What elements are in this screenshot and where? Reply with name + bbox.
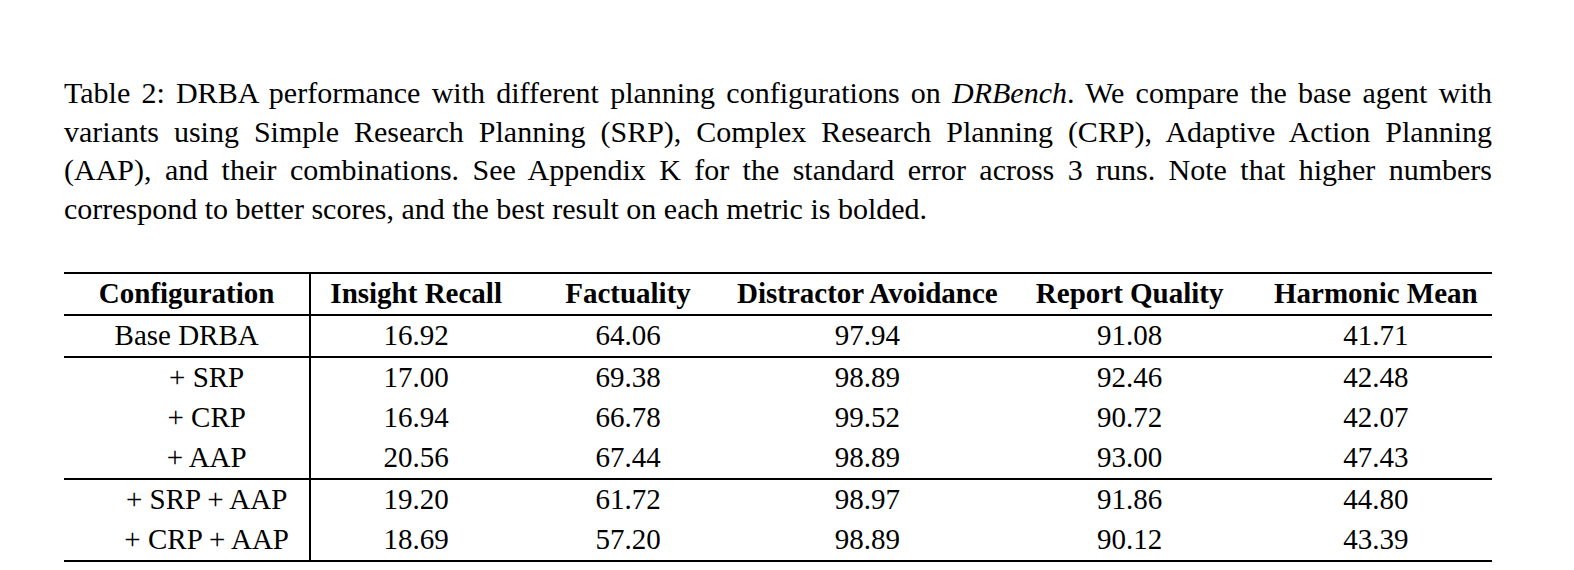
column-header-configuration: Configuration bbox=[64, 273, 310, 315]
value-cell-best: 93.00 bbox=[1000, 438, 1260, 479]
table-row-crp-aap: + CRP + AAP 18.69 57.20 98.89 90.12 43.3… bbox=[64, 520, 1492, 561]
paper-page: Table 2: DRBA performance with different… bbox=[0, 0, 1574, 570]
value-cell-best: 47.43 bbox=[1260, 438, 1492, 479]
table-caption: Table 2: DRBA performance with different… bbox=[64, 74, 1492, 228]
value-cell: 66.78 bbox=[521, 398, 735, 438]
config-cell: Base DRBA bbox=[64, 315, 310, 357]
value-cell: 61.72 bbox=[521, 479, 735, 520]
value-cell: 57.20 bbox=[521, 520, 735, 561]
value-cell: 43.39 bbox=[1260, 520, 1492, 561]
value-cell: 98.89 bbox=[735, 357, 1000, 398]
value-cell: 17.00 bbox=[310, 357, 521, 398]
column-header-distractor-avoidance: Distractor Avoidance bbox=[735, 273, 1000, 315]
config-cell: + SRP bbox=[64, 357, 310, 398]
value-cell: 42.07 bbox=[1260, 398, 1492, 438]
value-cell: 98.89 bbox=[735, 520, 1000, 561]
column-header-harmonic-mean: Harmonic Mean bbox=[1260, 273, 1492, 315]
value-cell: 90.72 bbox=[1000, 398, 1260, 438]
value-cell: 91.08 bbox=[1000, 315, 1260, 357]
value-cell-best: 99.52 bbox=[735, 398, 1000, 438]
value-cell: 18.69 bbox=[310, 520, 521, 561]
value-cell: 16.92 bbox=[310, 315, 521, 357]
value-cell: 91.86 bbox=[1000, 479, 1260, 520]
value-cell-best: 20.56 bbox=[310, 438, 521, 479]
value-cell: 90.12 bbox=[1000, 520, 1260, 561]
caption-text-before-italic: Table 2: DRBA performance with different… bbox=[64, 76, 952, 109]
table-header: Configuration Insight Recall Factuality … bbox=[64, 273, 1492, 315]
table-row-aap: + AAP 20.56 67.44 98.89 93.00 47.43 bbox=[64, 438, 1492, 479]
table-row-crp: + CRP 16.94 66.78 99.52 90.72 42.07 bbox=[64, 398, 1492, 438]
table-row-srp-aap: + SRP + AAP 19.20 61.72 98.97 91.86 44.8… bbox=[64, 479, 1492, 520]
value-cell: 92.46 bbox=[1000, 357, 1260, 398]
value-cell: 19.20 bbox=[310, 479, 521, 520]
value-cell-best: 69.38 bbox=[521, 357, 735, 398]
value-cell: 44.80 bbox=[1260, 479, 1492, 520]
config-cell: + SRP + AAP bbox=[64, 479, 310, 520]
value-cell: 98.97 bbox=[735, 479, 1000, 520]
value-cell: 42.48 bbox=[1260, 357, 1492, 398]
value-cell: 16.94 bbox=[310, 398, 521, 438]
caption-benchmark-name-italic: DRBench bbox=[952, 76, 1067, 109]
value-cell: 64.06 bbox=[521, 315, 735, 357]
table-body: Base DRBA 16.92 64.06 97.94 91.08 41.71 … bbox=[64, 315, 1492, 561]
column-header-report-quality: Report Quality bbox=[1000, 273, 1260, 315]
value-cell: 97.94 bbox=[735, 315, 1000, 357]
header-row: Configuration Insight Recall Factuality … bbox=[64, 273, 1492, 315]
table-row-srp: + SRP 17.00 69.38 98.89 92.46 42.48 bbox=[64, 357, 1492, 398]
config-cell: + CRP + AAP bbox=[64, 520, 310, 561]
column-header-insight-recall: Insight Recall bbox=[310, 273, 521, 315]
config-cell: + CRP bbox=[64, 398, 310, 438]
results-table: Configuration Insight Recall Factuality … bbox=[64, 272, 1492, 562]
value-cell: 98.89 bbox=[735, 438, 1000, 479]
config-cell: + AAP bbox=[64, 438, 310, 479]
column-header-factuality: Factuality bbox=[521, 273, 735, 315]
value-cell: 41.71 bbox=[1260, 315, 1492, 357]
table-row-base-drba: Base DRBA 16.92 64.06 97.94 91.08 41.71 bbox=[64, 315, 1492, 357]
value-cell: 67.44 bbox=[521, 438, 735, 479]
